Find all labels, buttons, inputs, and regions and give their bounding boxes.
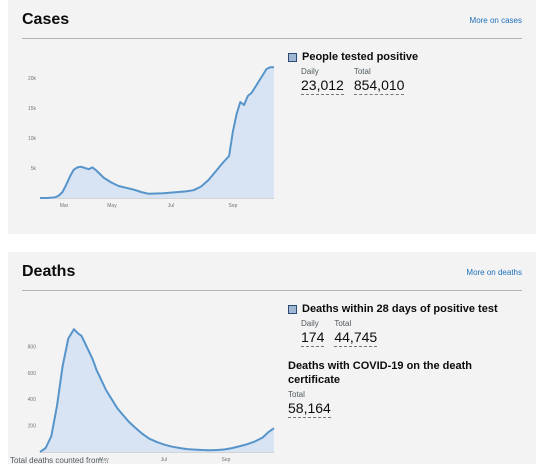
cases-chart: 20k 15k 10k 5k Mar May Jul Sep (16, 58, 274, 209)
more-on-cases-link[interactable]: More on cases (469, 16, 522, 25)
legend-square-icon (288, 52, 297, 62)
cases-total-value[interactable]: 854,010 (353, 77, 405, 95)
more-on-deaths-link[interactable]: More on deaths (466, 268, 522, 277)
cases-header: Cases More on cases (22, 8, 522, 39)
footnote: Total deaths counted from... (10, 456, 109, 465)
deaths-series-line (39, 328, 275, 453)
deaths-x-tick-label: Sep (222, 457, 231, 463)
deaths-daily-value[interactable]: 174 (301, 329, 325, 347)
deaths-area (40, 329, 274, 452)
deaths-chart-svg: 800 600 400 200 May Jul Sep (28, 328, 275, 463)
deaths-total-label: Total (334, 319, 352, 328)
deaths-y-tick-label: 600 (28, 371, 37, 377)
cases-chart-svg: 20k 15k 10k 5k Mar May Jul Sep (28, 66, 274, 209)
cases-metric: People tested positive Daily 23,012 Tota… (288, 50, 418, 95)
deaths-metric-title: Deaths within 28 days of positive test (302, 303, 498, 315)
cases-y-tick-label: 15k (28, 106, 37, 112)
cases-daily-value[interactable]: 23,012 (301, 77, 344, 95)
cases-daily-label: Daily (301, 67, 319, 76)
deaths-header: Deaths More on deaths (22, 260, 522, 291)
cases-total-label: Total (353, 67, 371, 76)
cases-y-tick-label: 5k (31, 166, 37, 172)
deaths-title: Deaths (22, 263, 76, 280)
legend-square-icon (288, 304, 297, 314)
cases-area (40, 67, 274, 198)
cases-x-tick-label: Sep (229, 203, 238, 209)
deaths-total-value[interactable]: 44,745 (334, 329, 378, 347)
cases-x-tick-label: Jul (168, 203, 174, 209)
deaths-x-tick-label: May (99, 457, 109, 463)
cases-x-tick-label: May (107, 203, 117, 209)
deaths-y-tick-label: 400 (28, 397, 37, 403)
cases-card: Cases More on cases 20k 15k 10k 5k Mar May Jul… (8, 0, 536, 234)
cases-x-tick-label: Mar (60, 203, 69, 209)
death-certificate-metric-title: Deaths with COVID-19 on the death certif… (288, 360, 472, 386)
deaths-card: Deaths More on deaths 800 600 400 200 May Jul… (8, 252, 536, 464)
deaths-daily-label: Daily (301, 319, 319, 328)
deaths-x-tick-label: Jul (161, 457, 167, 463)
cases-metric-title: People tested positive (302, 51, 419, 63)
deaths-metric: Deaths within 28 days of positive test D… (288, 302, 508, 418)
cases-series-line (40, 66, 274, 199)
death-certificate-total-value[interactable]: 58,164 (288, 400, 331, 418)
death-certificate-total-label: Total (288, 390, 305, 399)
deaths-y-tick-label: 200 (28, 424, 37, 430)
cases-y-tick-label: 10k (28, 136, 37, 142)
cases-title: Cases (22, 11, 70, 28)
deaths-chart: 800 600 400 200 May Jul Sep (16, 312, 275, 463)
cases-y-tick-label: 20k (28, 76, 37, 82)
deaths-y-tick-label: 800 (28, 344, 37, 350)
